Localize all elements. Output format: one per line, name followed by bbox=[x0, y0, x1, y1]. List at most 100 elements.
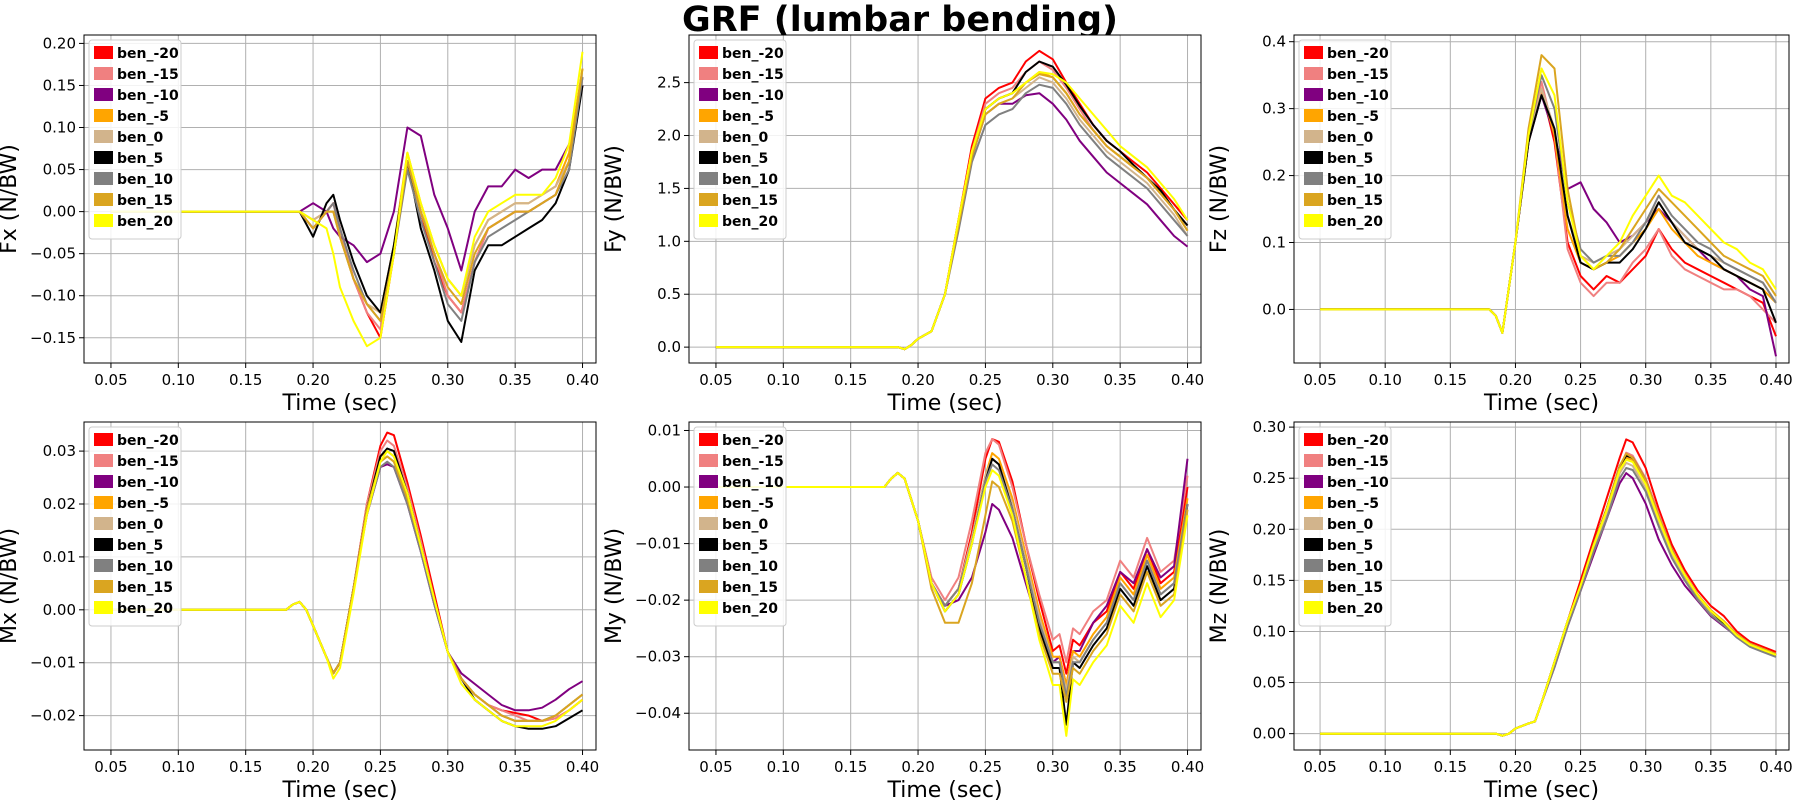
legend-swatch bbox=[1304, 67, 1323, 80]
legend-label: ben_15 bbox=[722, 193, 778, 209]
x-tick-label: 0.15 bbox=[834, 371, 867, 389]
legend-label: ben_-5 bbox=[722, 496, 774, 512]
y-tick-label: 0.00 bbox=[648, 478, 681, 496]
x-axis-label: Time (sec) bbox=[886, 778, 1002, 800]
legend-swatch bbox=[94, 496, 113, 509]
legend-swatch bbox=[699, 151, 718, 164]
legend-label: ben_-15 bbox=[1327, 67, 1389, 83]
x-tick-label: 0.05 bbox=[1303, 371, 1336, 389]
legend-swatch bbox=[94, 214, 113, 227]
subplot-5: 0.05 0.10 0.15 0.20 0.25 0.30 0.35 0.40 −0.04 −0.… bbox=[602, 421, 1204, 800]
y-tick-label: −0.02 bbox=[635, 591, 681, 609]
series-line-ben_20 bbox=[110, 450, 584, 728]
y-tick-label: 0.0 bbox=[657, 338, 681, 356]
y-tick-label: 0.20 bbox=[1253, 520, 1286, 538]
legend-label: ben_-20 bbox=[117, 433, 179, 449]
legend: ben_-20 ben_-15 ben_-10 ben_-5 ben_0 ben_5ben… bbox=[1298, 39, 1392, 240]
legend-swatch bbox=[699, 214, 718, 227]
legend-swatch bbox=[699, 559, 718, 572]
x-tick-label: 0.25 bbox=[969, 371, 1002, 389]
subplot-6: 0.05 0.10 0.15 0.20 0.25 0.30 0.35 0.40 0.00 0.05… bbox=[1207, 418, 1793, 800]
plot-frame bbox=[83, 421, 597, 751]
legend-swatch bbox=[699, 517, 718, 530]
legend-label: ben_-15 bbox=[117, 67, 179, 83]
y-tick-label: −0.10 bbox=[30, 287, 76, 305]
y-axis-label: Fy (N/BW) bbox=[602, 145, 627, 253]
x-tick-label: 0.05 bbox=[94, 371, 127, 389]
legend-swatch bbox=[699, 601, 718, 614]
x-tick-label: 0.35 bbox=[1103, 371, 1136, 389]
legend-label: ben_10 bbox=[117, 172, 173, 188]
y-tick-label: 0.05 bbox=[1253, 674, 1286, 692]
legend-label: ben_20 bbox=[1327, 214, 1383, 230]
y-tick-label: 0.01 bbox=[43, 548, 76, 566]
y-tick-label: 0.02 bbox=[43, 495, 76, 513]
x-tick-label: 0.05 bbox=[699, 371, 732, 389]
x-tick-label: 0.40 bbox=[566, 371, 599, 389]
x-tick-label: 0.40 bbox=[1171, 371, 1204, 389]
legend-swatch bbox=[94, 559, 113, 572]
legend-label: ben_15 bbox=[722, 580, 778, 596]
legend-swatch bbox=[1304, 130, 1323, 143]
legend-label: ben_-10 bbox=[1327, 475, 1389, 491]
legend-swatch bbox=[94, 109, 113, 122]
legend-swatch bbox=[94, 601, 113, 614]
legend-label: ben_-5 bbox=[1327, 496, 1379, 512]
x-axis-label: Time (sec) bbox=[1483, 778, 1599, 800]
x-tick-label: 0.40 bbox=[566, 758, 599, 776]
legend-label: ben_-20 bbox=[1327, 433, 1389, 449]
plot-frame bbox=[83, 34, 597, 364]
x-tick-label: 0.10 bbox=[162, 371, 195, 389]
x-tick-label: 0.05 bbox=[94, 758, 127, 776]
legend-label: ben_10 bbox=[722, 172, 778, 188]
plot-frame bbox=[1293, 421, 1790, 751]
legend-label: ben_-15 bbox=[1327, 454, 1389, 470]
y-tick-label: 0.00 bbox=[1253, 725, 1286, 743]
x-tick-label: 0.40 bbox=[1171, 758, 1204, 776]
subplot-1: 0.05 0.10 0.15 0.20 0.25 0.30 0.35 0.40 −0.15 −0.… bbox=[0, 34, 599, 416]
y-tick-label: 0.20 bbox=[43, 34, 76, 52]
series-line-ben_5 bbox=[110, 85, 584, 343]
series-line-ben_15 bbox=[110, 68, 584, 322]
legend-swatch bbox=[699, 88, 718, 101]
legend-swatch bbox=[1304, 193, 1323, 206]
figure-title: GRF (lumbar bending) bbox=[682, 0, 1118, 40]
series-line-ben_-10 bbox=[110, 85, 584, 272]
y-tick-label: 0.30 bbox=[1253, 418, 1286, 436]
legend-swatch bbox=[699, 454, 718, 467]
y-tick-label: 2.0 bbox=[657, 127, 681, 145]
legend: ben_-20 ben_-15 ben_-10 ben_-5 ben_0 ben_5ben… bbox=[1298, 426, 1392, 627]
y-tick-label: 0.1 bbox=[1262, 234, 1286, 252]
legend-swatch bbox=[699, 67, 718, 80]
y-tick-label: −0.05 bbox=[30, 245, 76, 263]
x-tick-label: 0.35 bbox=[498, 758, 531, 776]
legend-swatch bbox=[1304, 496, 1323, 509]
legend-swatch bbox=[1304, 538, 1323, 551]
legend-label: ben_20 bbox=[722, 601, 778, 617]
legend-swatch bbox=[94, 538, 113, 551]
x-axis-label: Time (sec) bbox=[281, 391, 397, 416]
x-tick-label: 0.15 bbox=[834, 758, 867, 776]
legend-label: ben_-10 bbox=[722, 88, 784, 104]
x-tick-label: 0.25 bbox=[1564, 371, 1597, 389]
y-tick-label: 0.00 bbox=[43, 203, 76, 221]
legend-label: ben_20 bbox=[722, 214, 778, 230]
x-tick-label: 0.40 bbox=[1759, 758, 1792, 776]
legend-label: ben_20 bbox=[117, 601, 173, 617]
legend: ben_-20 ben_-15 ben_-10 ben_-5 ben_0 ben_5ben… bbox=[693, 426, 787, 627]
legend-label: ben_-10 bbox=[117, 475, 179, 491]
legend-label: ben_15 bbox=[117, 193, 173, 209]
x-tick-label: 0.20 bbox=[901, 371, 934, 389]
legend-label: ben_-15 bbox=[117, 454, 179, 470]
legend-swatch bbox=[1304, 601, 1323, 614]
legend-swatch bbox=[94, 580, 113, 593]
legend-swatch bbox=[94, 172, 113, 185]
x-tick-label: 0.35 bbox=[498, 371, 531, 389]
legend-swatch bbox=[699, 109, 718, 122]
x-tick-label: 0.05 bbox=[1303, 758, 1336, 776]
x-tick-label: 0.25 bbox=[364, 371, 397, 389]
legend-swatch bbox=[94, 67, 113, 80]
legend-label: ben_-20 bbox=[722, 433, 784, 449]
